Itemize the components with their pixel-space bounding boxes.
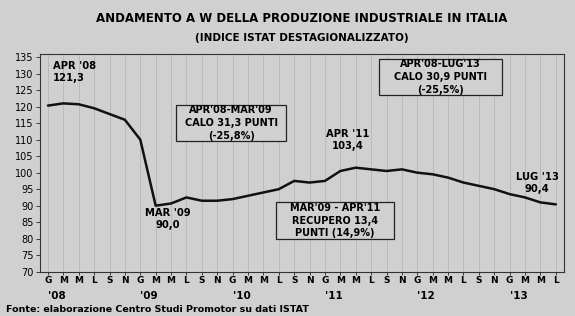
Text: '11: '11 (325, 291, 343, 301)
Text: LUG '13
90,4: LUG '13 90,4 (516, 172, 559, 194)
Text: APR '08
121,3: APR '08 121,3 (52, 61, 95, 83)
Text: '08: '08 (48, 291, 66, 301)
Text: APR'08-MAR'09
CALO 31,3 PUNTI
(-25,8%): APR'08-MAR'09 CALO 31,3 PUNTI (-25,8%) (185, 105, 278, 141)
FancyBboxPatch shape (176, 105, 286, 141)
Text: '09: '09 (140, 291, 158, 301)
Text: '12: '12 (417, 291, 435, 301)
Text: APR'08-LUG'13
CALO 30,9 PUNTI
(-25,5%): APR'08-LUG'13 CALO 30,9 PUNTI (-25,5%) (394, 59, 487, 95)
FancyBboxPatch shape (276, 202, 394, 239)
Text: Fonte: elaborazione Centro Studi Promotor su dati ISTAT: Fonte: elaborazione Centro Studi Promoto… (6, 306, 309, 314)
Text: '13: '13 (509, 291, 527, 301)
Text: MAR '09
90,0: MAR '09 90,0 (145, 208, 191, 230)
FancyBboxPatch shape (379, 59, 502, 95)
Text: APR '11
103,4: APR '11 103,4 (326, 129, 370, 151)
Text: '10: '10 (233, 291, 250, 301)
Text: MAR'09 - APR'11
RECUPERO 13,4
PUNTI (14,9%): MAR'09 - APR'11 RECUPERO 13,4 PUNTI (14,… (290, 203, 380, 238)
Text: ANDAMENTO A W DELLA PRODUZIONE INDUSTRIALE IN ITALIA: ANDAMENTO A W DELLA PRODUZIONE INDUSTRIA… (96, 12, 508, 25)
Text: (INDICE ISTAT DESTAGIONALIZZATO): (INDICE ISTAT DESTAGIONALIZZATO) (195, 33, 409, 43)
